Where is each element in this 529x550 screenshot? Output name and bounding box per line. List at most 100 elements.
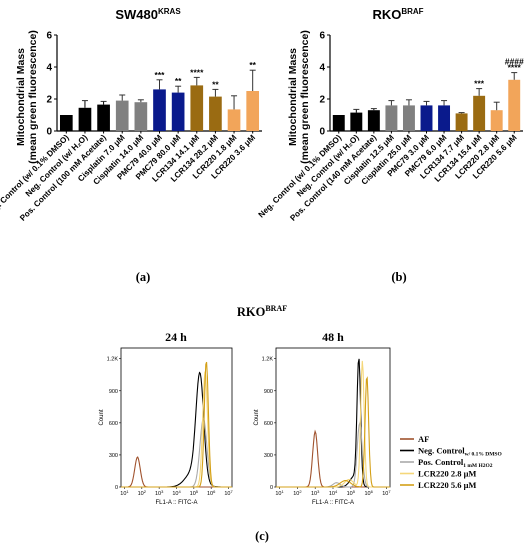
hist-24h-ytick-label: 300 (109, 453, 118, 459)
hist-48h-ylabel: Count (254, 409, 260, 425)
hist-24h-xtick-label: 104 (172, 489, 181, 497)
hist-24h-xtick-label: 103 (155, 489, 164, 497)
chart-a-significance: ** (212, 79, 219, 89)
chart-b-ytick-label: 4 (319, 63, 325, 74)
hist-48h-ytick-label: 900 (264, 389, 273, 395)
hist-24h-series-2 (121, 417, 232, 488)
chart-a-bar (190, 85, 204, 131)
chart-b-significance-hash: #### (505, 57, 524, 67)
panel-label-a: (a) (136, 270, 151, 284)
chart-b-ytick-label: 6 (319, 31, 325, 42)
legend-label: Pos. Control1 mM H2O2 (418, 457, 493, 469)
hist-48h: 48 h 0 300 600 900 1.2K Count 101 102 103 104 105 10… (254, 330, 391, 506)
hist-24h-ylabel: Count (99, 409, 105, 425)
chart-b-bar (420, 105, 433, 131)
hist-48h-xtick-label: 102 (293, 489, 302, 497)
legend-label: LCR220 2.8 μM (418, 469, 476, 479)
hist-48h-series-3 (276, 360, 390, 488)
hist-24h-ytick-label: 0 (115, 485, 118, 491)
chart-b-ylabel: Mitochondrial Mass (mean green fluoresce… (287, 30, 311, 164)
hist-24h-frame (120, 347, 233, 488)
chart-b-bar (385, 105, 398, 131)
svg-text:Mitochondrial Mass: Mitochondrial Mass (15, 48, 27, 146)
bar-chart-sw480: SW480KRAS Mitochondrial Mass (mean green… (0, 7, 262, 284)
chart-b-bar (367, 110, 380, 131)
chart-a-ytick-label: 0 (46, 127, 52, 138)
chart-a-ytick-label: 4 (46, 63, 52, 74)
legend-label: LCR220 5.6 μM (418, 480, 476, 490)
hist-48h-ytick-label: 300 (264, 453, 273, 459)
chart-a-bar (227, 109, 241, 131)
chart-a-ylabel: Mitochondrial Mass (mean green fluoresce… (15, 30, 39, 164)
hist-48h-series-4 (276, 376, 390, 488)
hist-48h-xtick-label: 103 (311, 489, 320, 497)
hist-24h-xtick-label: 106 (207, 489, 216, 497)
chart-a-bar (209, 96, 222, 131)
chart-a-bar (153, 89, 166, 131)
hist-48h-xtick-label: 107 (382, 489, 391, 497)
chart-b-title: RKOBRAF (372, 7, 423, 22)
hist-24h-xlabel: FL1-A :: FITC-A (155, 500, 197, 506)
hist-24h-xtick-label: 102 (138, 489, 147, 497)
chart-b-significance: *** (474, 79, 485, 89)
panel-label-c: (c) (255, 529, 269, 543)
chart-a-significance: **** (190, 67, 204, 77)
hist-48h-xtick-label: 104 (329, 489, 338, 497)
hist-48h-ytick-label: 0 (270, 485, 273, 491)
chart-a-significance: *** (155, 70, 166, 80)
chart-a-significance: ** (175, 76, 182, 86)
hist-24h-xtick-label: 105 (190, 489, 199, 497)
chart-b-bar (438, 105, 451, 131)
chart-a-title: SW480KRAS (115, 7, 181, 22)
chart-a-bar (59, 115, 73, 131)
panel-label-b: (b) (391, 270, 406, 284)
hist-24h-ytick-label: 1.2K (107, 357, 119, 363)
hist-48h-series-2 (276, 420, 390, 488)
chart-a-bar (171, 92, 185, 131)
hist-24h-xtick-label: 101 (120, 489, 129, 497)
bar-chart-rko: RKOBRAF Mitochondrial Mass (mean green f… (257, 7, 524, 284)
chart-b-bar (473, 95, 486, 131)
hist-24h-ytick-label: 900 (109, 389, 118, 395)
hist-48h-ytick-label: 1.2K (262, 357, 274, 363)
hist-24h-ytick-label: 600 (109, 421, 118, 427)
hist-24h-series-1 (121, 371, 232, 488)
chart-a-bar (246, 91, 260, 131)
chart-a-ytick-label: 6 (46, 31, 52, 42)
hist-24h-series-3 (121, 371, 232, 488)
hist-48h-xtick-label: 105 (347, 489, 356, 497)
chart-b-ytick-label: 2 (319, 95, 325, 106)
hist-48h-ytick-label: 600 (264, 421, 273, 427)
hist-48h-title: 48 h (322, 330, 344, 344)
hist-48h-series-1 (276, 358, 390, 488)
hist-48h-xtick-label: 101 (275, 489, 284, 497)
chart-a-bar (134, 102, 148, 131)
hist-48h-frame (275, 347, 391, 488)
hist-24h-title: 24 h (165, 330, 187, 344)
hist-24h-series-0 (121, 456, 232, 488)
svg-text:(mean green fluorescence): (mean green fluorescence) (27, 30, 39, 164)
chart-b-ytick-label: 0 (319, 127, 325, 138)
chart-b-bar (332, 115, 345, 131)
histogram-panels: 24 h 0 300 600 900 1.2K Count 101 102 103 104 105 10… (99, 330, 391, 506)
chart-a-bar (78, 107, 92, 131)
svg-text:(mean green fluorescence): (mean green fluorescence) (299, 30, 311, 164)
chart-b-bar (350, 112, 363, 131)
chart-b-bar (402, 105, 415, 131)
hist-24h: 24 h 0 300 600 900 1.2K Count 101 102 103 104 105 10… (99, 330, 233, 506)
hist-48h-xlabel: FL1-A :: FITC-A (312, 500, 354, 506)
chart-b-bar (455, 113, 468, 131)
flow-cytometry-panel: RKOBRAF 24 h 0 300 600 900 1.2K Count 101 102 103… (99, 304, 502, 543)
chart-b-bar (490, 110, 503, 131)
chart-a-significance: ** (249, 60, 256, 70)
chart-a-bar (97, 104, 110, 131)
hist-24h-series-4 (121, 361, 232, 488)
svg-text:Mitochondrial Mass: Mitochondrial Mass (287, 48, 299, 146)
chart-c-title: RKOBRAF (237, 304, 287, 319)
hist-24h-xtick-label: 107 (224, 489, 233, 497)
hist-48h-xtick-label: 106 (364, 489, 373, 497)
